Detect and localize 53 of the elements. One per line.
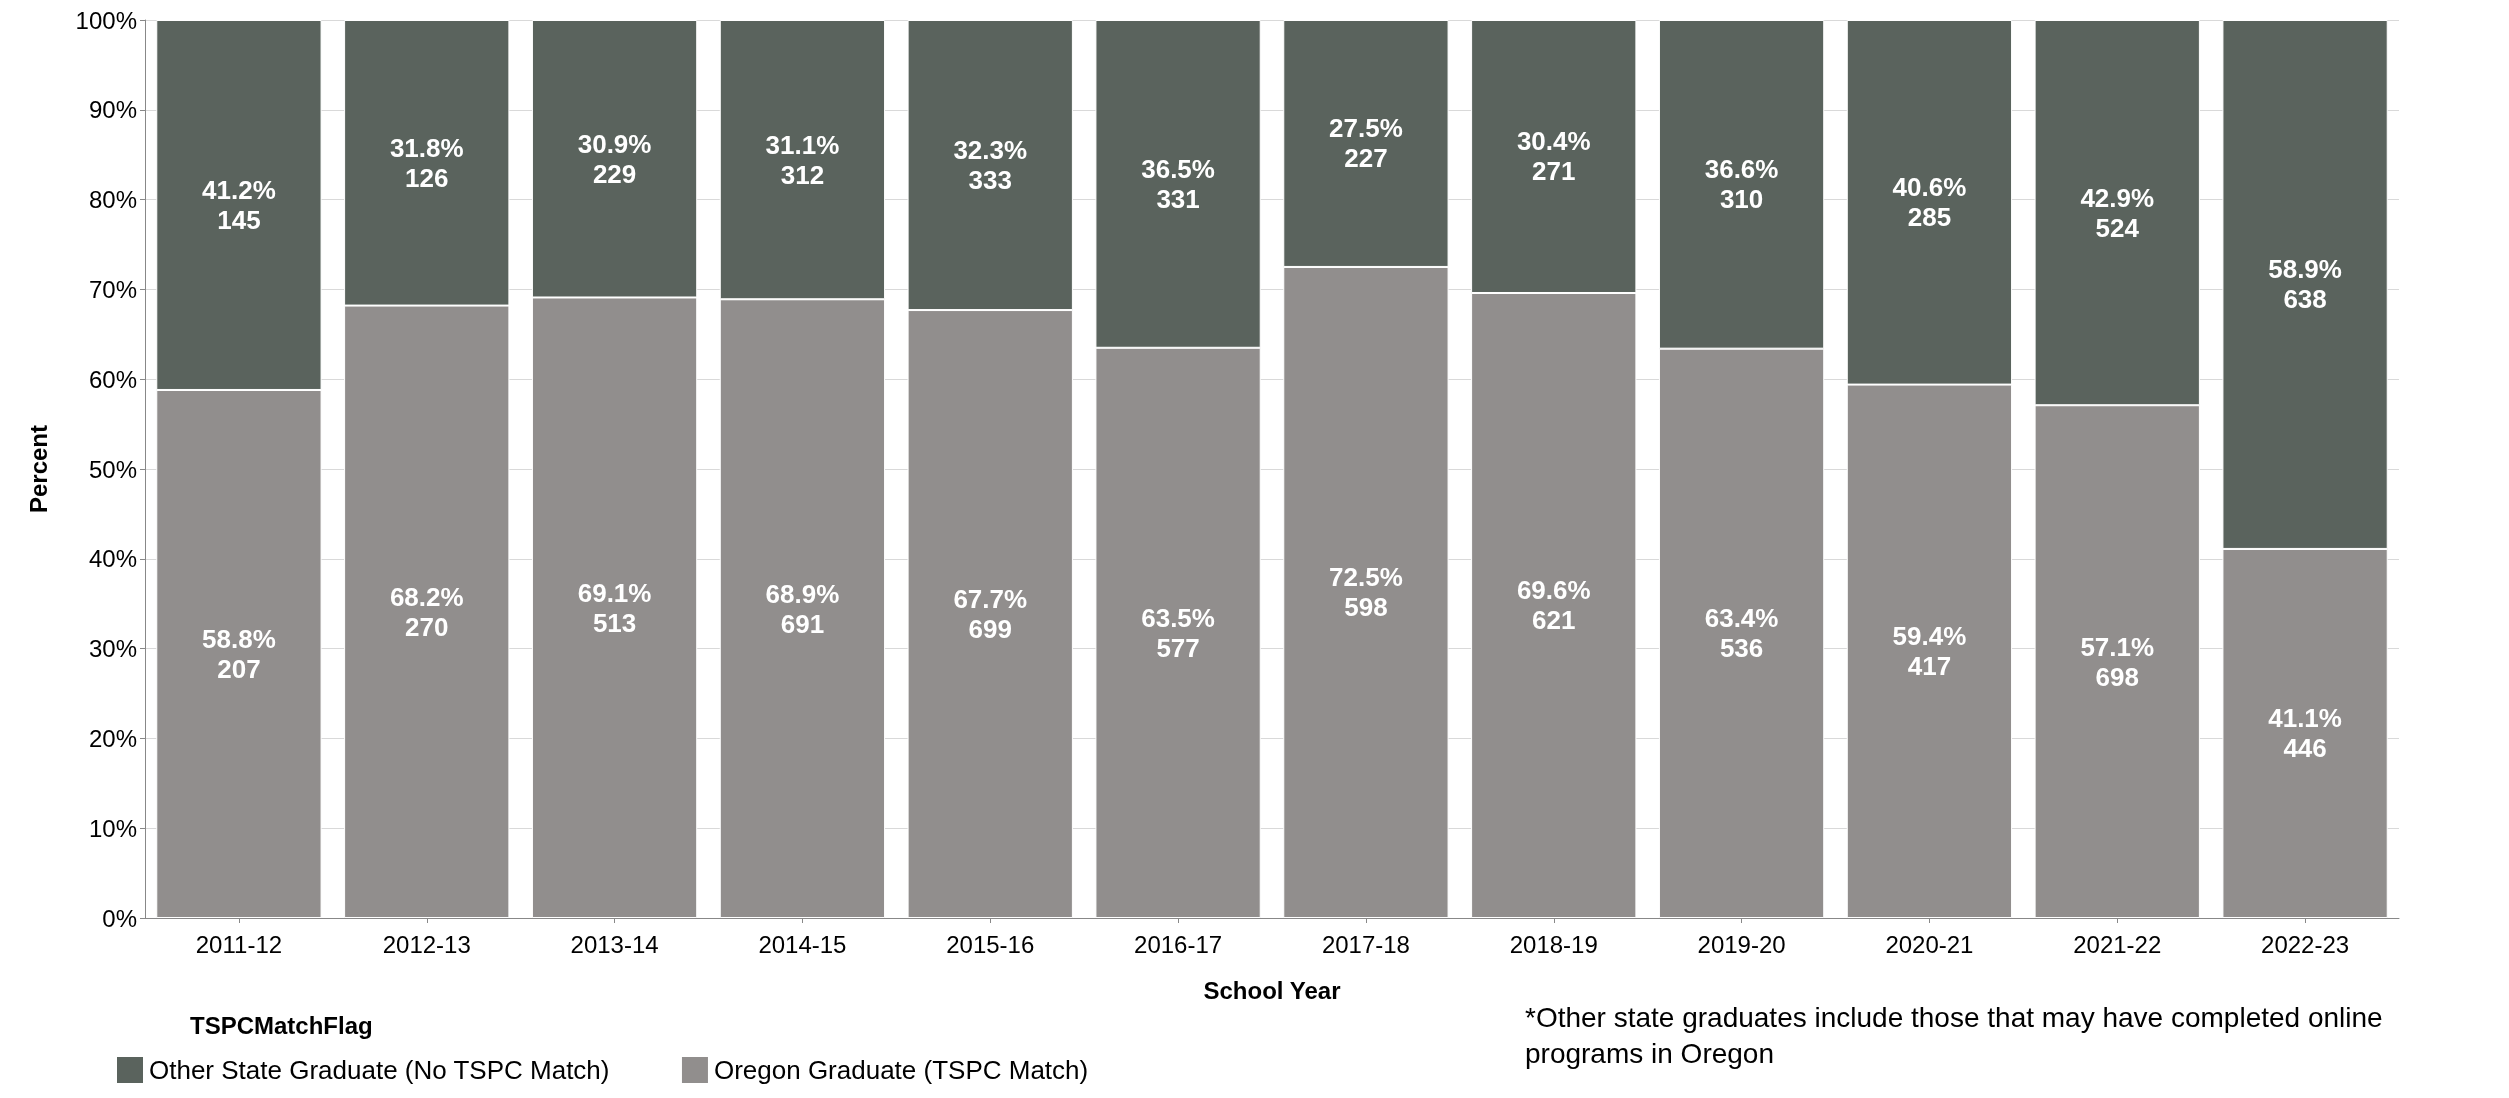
legend-label: Oregon Graduate (TSPC Match)	[713, 1055, 1089, 1085]
data-label: 68.9% 691	[765, 578, 840, 639]
data-label: 30.9% 229	[577, 128, 652, 189]
x-axis-title: School Year	[1203, 976, 1341, 1004]
y-tick-label: 100%	[75, 6, 137, 34]
y-axis-title: Percent	[24, 424, 52, 514]
y-tick-label: 20%	[88, 724, 137, 752]
legend-title: TSPCMatchFlag	[190, 1012, 373, 1040]
y-tick-label: 30%	[88, 635, 137, 663]
data-label: 69.1% 513	[577, 577, 652, 638]
data-label: 58.8% 207	[202, 623, 276, 684]
data-label: 72.5% 598	[1329, 562, 1403, 623]
data-label: 40.6% 285	[1892, 172, 1967, 233]
x-tick-label: 2018-19	[1509, 930, 1598, 958]
x-tick-label: 2014-15	[758, 930, 847, 958]
data-label: 41.1% 446	[2268, 703, 2342, 764]
data-label: 31.8% 126	[389, 132, 464, 193]
data-label: 32.3% 333	[953, 135, 1028, 196]
y-tick-label: 90%	[88, 96, 137, 124]
data-label: 58.9% 638	[2268, 254, 2342, 315]
data-label: 63.5% 577	[1141, 602, 1215, 663]
data-label: 59.4% 417	[1892, 621, 1967, 682]
data-label: 69.6% 621	[1516, 575, 1591, 636]
y-tick-label: 80%	[88, 186, 137, 214]
data-label: 57.1% 698	[2080, 631, 2155, 692]
y-tick-label: 0%	[102, 904, 137, 932]
x-tick-label: 2020-21	[1885, 930, 1974, 958]
y-tick-label: 40%	[88, 545, 137, 573]
data-label: 41.2% 145	[202, 174, 276, 235]
y-tick-label: 10%	[88, 814, 137, 842]
data-label: 31.1% 312	[765, 129, 840, 190]
x-tick-label: 2017-18	[1321, 930, 1410, 958]
data-label: 36.5% 331	[1141, 153, 1215, 214]
x-tick-label: 2022-23	[2261, 930, 2350, 958]
data-label: 27.5% 227	[1329, 113, 1403, 174]
x-tick-label: 2011-12	[195, 930, 283, 958]
data-label: 68.2% 270	[389, 581, 464, 642]
x-tick-label: 2021-22	[2073, 930, 2162, 958]
y-tick-label: 70%	[88, 275, 137, 303]
data-label: 30.4% 271	[1516, 126, 1591, 187]
x-tick-label: 2016-17	[1134, 930, 1223, 958]
y-tick-label: 60%	[88, 365, 137, 393]
data-label: 36.6% 310	[1704, 154, 1779, 215]
x-tick-label: 2012-13	[382, 930, 471, 958]
data-label: 63.4% 536	[1704, 603, 1779, 664]
text: *Other state graduates include those that may have completed online programs in Oregon	[1525, 1001, 2384, 1071]
legend-label: Other State Graduate (No TSPC Match)	[149, 1055, 610, 1085]
x-tick-label: 2019-20	[1697, 930, 1786, 958]
data-label: 67.7% 699	[953, 584, 1028, 645]
y-tick-label: 50%	[88, 455, 137, 483]
x-tick-label: 2015-16	[946, 930, 1035, 958]
data-label: 42.9% 524	[2080, 182, 2155, 243]
x-tick-label: 2013-14	[570, 930, 659, 958]
